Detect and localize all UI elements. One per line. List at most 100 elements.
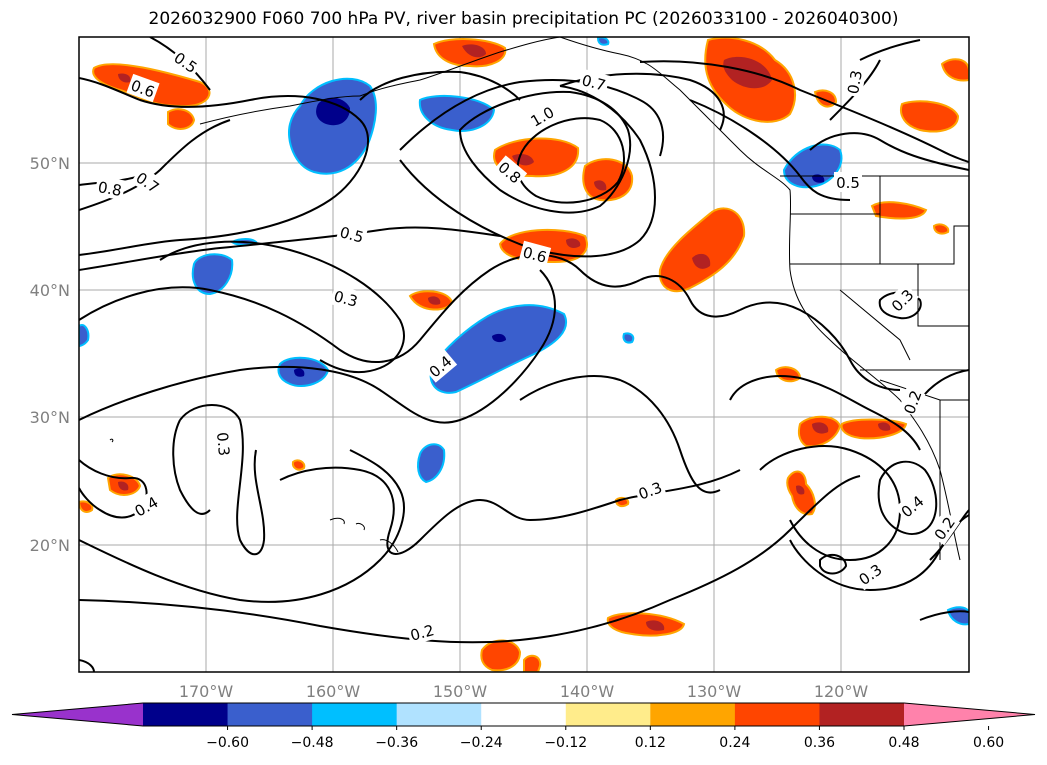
pos-core (566, 238, 581, 248)
coastline (199, 95, 361, 125)
neg-core (316, 97, 350, 126)
lon-label: 140°W (560, 682, 615, 701)
state-border (790, 225, 969, 265)
contour-label: 0.3 (332, 287, 360, 311)
state-border (917, 264, 969, 327)
colorbar-segment (312, 703, 398, 726)
colorbar-segment (650, 703, 736, 726)
colorbar-tick-label: −0.48 (291, 735, 334, 751)
coastline (355, 523, 365, 531)
colorbar-tick-label: 0.12 (635, 735, 666, 751)
contour-line (516, 117, 625, 204)
pos-core (428, 296, 441, 305)
lat-label: 50°N (30, 154, 70, 173)
contour-line (729, 375, 921, 451)
contour-label: 0.3 (213, 431, 233, 456)
colorbar-tick-label: −0.36 (375, 735, 418, 751)
contour-line (689, 99, 851, 201)
positive-precip-cores (118, 44, 891, 631)
contour-line (79, 254, 641, 364)
lon-label: 160°W (306, 682, 361, 701)
contour-label: 0.7 (580, 71, 608, 95)
coastline (329, 517, 345, 525)
coastline (379, 539, 399, 553)
contour-label: 0.6 (521, 243, 549, 267)
colorbar-outline (11, 702, 1036, 727)
colorbar-segment (143, 703, 229, 726)
pos-core (594, 180, 607, 191)
contour-line (79, 119, 231, 211)
pos-patch (900, 100, 960, 133)
lat-label: 20°N (30, 536, 70, 555)
contour-line (639, 275, 741, 318)
colorbar-tick-label: −0.60 (206, 735, 249, 751)
coastline (559, 37, 961, 561)
colorbar-segment (734, 703, 820, 726)
contour-line (919, 610, 969, 621)
colorbar-extend-min (12, 703, 143, 726)
contour-line (79, 269, 556, 424)
lat-label: 40°N (30, 281, 70, 300)
pos-patch (940, 58, 969, 82)
coastline (359, 37, 561, 97)
pos-patch (870, 201, 928, 220)
contour-line (79, 77, 370, 256)
colorbar-segment (227, 703, 313, 726)
contour-line (79, 226, 501, 271)
contour-line (179, 404, 266, 556)
neg-patch (596, 37, 610, 46)
neg-patch (79, 324, 90, 348)
contour-line (519, 375, 721, 494)
map-frame (78, 36, 970, 673)
map-title: 2026032900 F060 700 hPa PV, river basin … (148, 9, 899, 29)
colorbar-tick-label: −0.24 (460, 735, 503, 751)
neg-patch (191, 253, 234, 296)
colorbar-segment (481, 703, 567, 726)
contour-line (739, 301, 901, 391)
contour-line (399, 85, 656, 258)
pos-patch (79, 500, 94, 513)
pos-patch (167, 108, 196, 130)
pos-core (692, 253, 711, 269)
colorbar-segment (396, 703, 482, 726)
colorbar-tick-label: 0.48 (888, 735, 919, 751)
neg-core (492, 333, 506, 343)
pos-patch (932, 223, 950, 235)
pos-patch (658, 207, 746, 293)
contour-label: 0.8 (97, 178, 124, 200)
contour-line (159, 240, 405, 374)
neg-patch (622, 332, 635, 344)
colorbar: −0.60 −0.48 −0.36 −0.24 −0.12 0.12 0.24 0.36 0.4… (11, 702, 1036, 751)
pos-patch (523, 654, 542, 672)
contour-line (399, 79, 665, 157)
pos-core (723, 56, 772, 89)
neg-core (294, 368, 305, 377)
pos-core (812, 422, 829, 434)
contour-line (172, 419, 211, 515)
contour-line (877, 460, 938, 535)
pos-core (118, 481, 129, 491)
pos-patch (840, 418, 908, 440)
colorbar-segment (565, 703, 651, 726)
contour-line (79, 449, 405, 603)
contour-line (359, 70, 521, 101)
colorbar-tick-label: 0.60 (973, 735, 1004, 751)
pos-core (118, 73, 131, 83)
lon-label: 170°W (179, 682, 234, 701)
colorbar-tick-label: 0.24 (719, 735, 750, 751)
contour-line (809, 132, 969, 171)
pos-patch (480, 639, 522, 672)
lat-label: 30°N (30, 408, 70, 427)
pos-core (462, 44, 486, 58)
neg-patch (417, 443, 446, 484)
colorbar-tick-label: 0.36 (804, 735, 835, 751)
colorbar-tick-label: −0.12 (544, 735, 587, 751)
negative-precip-patches (79, 37, 969, 626)
lon-label: 150°W (433, 682, 488, 701)
contour-label: 0.2 (408, 621, 436, 645)
pos-core (878, 422, 891, 431)
contour-line (279, 466, 741, 555)
neg-patch (429, 304, 567, 394)
contour-line (79, 659, 95, 672)
